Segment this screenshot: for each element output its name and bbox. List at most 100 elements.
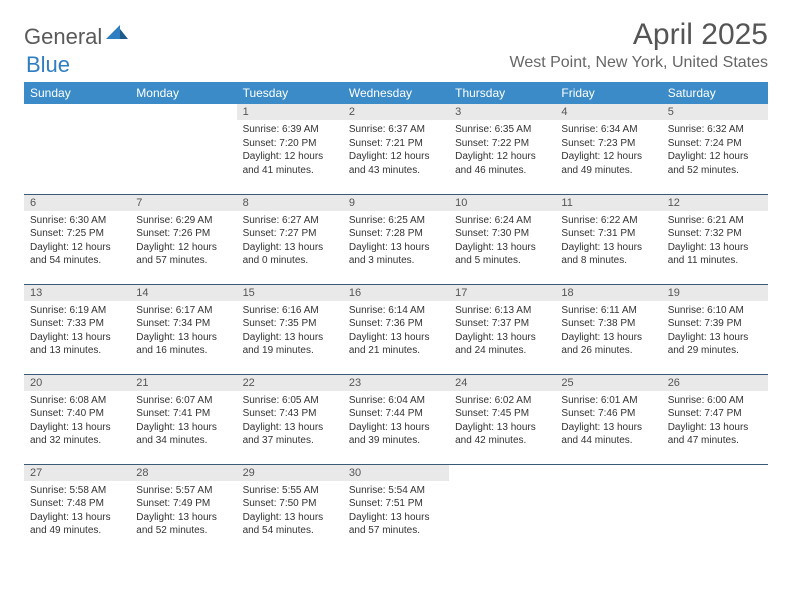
daylight-line: Daylight: 12 hours and 41 minutes. xyxy=(243,150,337,177)
calendar-day-cell: 18Sunrise: 6:11 AMSunset: 7:38 PMDayligh… xyxy=(555,284,661,374)
day-content: Sunrise: 6:13 AMSunset: 7:37 PMDaylight:… xyxy=(449,301,555,364)
calendar-day-cell: 30Sunrise: 5:54 AMSunset: 7:51 PMDayligh… xyxy=(343,464,449,554)
daylight-line: Daylight: 13 hours and 19 minutes. xyxy=(243,331,337,358)
sunset-line: Sunset: 7:51 PM xyxy=(349,497,443,511)
day-content: Sunrise: 6:22 AMSunset: 7:31 PMDaylight:… xyxy=(555,211,661,274)
brand-part2: Blue xyxy=(26,52,70,77)
calendar-day-cell: 14Sunrise: 6:17 AMSunset: 7:34 PMDayligh… xyxy=(130,284,236,374)
sunrise-line: Sunrise: 5:58 AM xyxy=(30,484,124,498)
sunrise-line: Sunrise: 6:25 AM xyxy=(349,214,443,228)
sunrise-line: Sunrise: 5:55 AM xyxy=(243,484,337,498)
calendar-day-cell: 23Sunrise: 6:04 AMSunset: 7:44 PMDayligh… xyxy=(343,374,449,464)
day-number: 8 xyxy=(237,195,343,211)
calendar-week-row: 20Sunrise: 6:08 AMSunset: 7:40 PMDayligh… xyxy=(24,374,768,464)
daylight-line: Daylight: 13 hours and 24 minutes. xyxy=(455,331,549,358)
day-number: 18 xyxy=(555,285,661,301)
sunrise-line: Sunrise: 6:10 AM xyxy=(668,304,762,318)
sunrise-line: Sunrise: 6:27 AM xyxy=(243,214,337,228)
day-content: Sunrise: 6:32 AMSunset: 7:24 PMDaylight:… xyxy=(662,120,768,183)
sunrise-line: Sunrise: 6:24 AM xyxy=(455,214,549,228)
calendar-day-cell: 4Sunrise: 6:34 AMSunset: 7:23 PMDaylight… xyxy=(555,104,661,194)
sunrise-line: Sunrise: 6:14 AM xyxy=(349,304,443,318)
day-number: 30 xyxy=(343,465,449,481)
calendar-week-row: 27 Sunrise: 5:58 AMSunset: 7:48 PM Dayligh… xyxy=(24,464,768,554)
calendar-day-cell xyxy=(449,464,555,554)
day-number: 28 xyxy=(130,465,236,481)
weekday-header: Sunday xyxy=(24,82,130,104)
sunset-line: Sunset: 7:27 PM xyxy=(243,227,337,241)
day-number: 5 xyxy=(662,104,768,120)
calendar-day-cell: 17Sunrise: 6:13 AMSunset: 7:37 PMDayligh… xyxy=(449,284,555,374)
sunset-line: Sunset: 7:46 PM xyxy=(561,407,655,421)
day-number: 12 xyxy=(662,195,768,211)
day-content: Sunrise: 6:01 AMSunset: 7:46 PMDaylight:… xyxy=(555,391,661,454)
daylight-line: Daylight: 13 hours and 57 minutes. xyxy=(349,511,443,538)
day-content: Sunrise: 6:11 AMSunset: 7:38 PMDaylight:… xyxy=(555,301,661,364)
day-content: Sunrise: 6:24 AMSunset: 7:30 PMDaylight:… xyxy=(449,211,555,274)
calendar-day-cell: 6Sunrise: 6:30 AMSunset: 7:25 PMDaylight… xyxy=(24,194,130,284)
day-content: Sunrise: 6:30 AMSunset: 7:25 PMDaylight:… xyxy=(24,211,130,274)
brand-logo: General xyxy=(24,24,128,50)
day-number: 23 xyxy=(343,375,449,391)
calendar-day-cell: 7Sunrise: 6:29 AMSunset: 7:26 PMDaylight… xyxy=(130,194,236,284)
day-content: Sunrise: 6:16 AMSunset: 7:35 PMDaylight:… xyxy=(237,301,343,364)
sunset-line: Sunset: 7:48 PM xyxy=(30,497,124,511)
daylight-line: Daylight: 13 hours and 52 minutes. xyxy=(136,511,230,538)
day-content: Sunrise: 6:07 AMSunset: 7:41 PMDaylight:… xyxy=(130,391,236,454)
daylight-line: Daylight: 12 hours and 54 minutes. xyxy=(30,241,124,268)
weekday-header: Monday xyxy=(130,82,236,104)
daylight-line: Daylight: 13 hours and 32 minutes. xyxy=(30,421,124,448)
calendar-day-cell xyxy=(555,464,661,554)
day-content: Sunrise: 6:34 AMSunset: 7:23 PMDaylight:… xyxy=(555,120,661,183)
daylight-line: Daylight: 13 hours and 39 minutes. xyxy=(349,421,443,448)
sunrise-line: Sunrise: 6:21 AM xyxy=(668,214,762,228)
calendar-day-cell xyxy=(130,104,236,194)
sunset-line: Sunset: 7:50 PM xyxy=(243,497,337,511)
daylight-line: Daylight: 13 hours and 13 minutes. xyxy=(30,331,124,358)
daylight-line: Daylight: 12 hours and 46 minutes. xyxy=(455,150,549,177)
day-content: Sunrise: 6:39 AMSunset: 7:20 PMDaylight:… xyxy=(237,120,343,183)
day-number: 27 xyxy=(24,465,130,481)
calendar-day-cell: 12 Sunrise: 6:21 AMSunset: 7:32 PMDayligh… xyxy=(662,194,768,284)
daylight-line: Daylight: 13 hours and 54 minutes. xyxy=(243,511,337,538)
sunset-line: Sunset: 7:31 PM xyxy=(561,227,655,241)
daylight-line: Daylight: 12 hours and 52 minutes. xyxy=(668,150,762,177)
calendar-day-cell: 24Sunrise: 6:02 AMSunset: 7:45 PMDayligh… xyxy=(449,374,555,464)
calendar-day-cell: 3Sunrise: 6:35 AMSunset: 7:22 PMDaylight… xyxy=(449,104,555,194)
calendar-day-cell: 11Sunrise: 6:22 AMSunset: 7:31 PMDayligh… xyxy=(555,194,661,284)
sunset-line: Sunset: 7:34 PM xyxy=(136,317,230,331)
calendar-body: 1Sunrise: 6:39 AMSunset: 7:20 PMDaylight… xyxy=(24,104,768,554)
day-number: 20 xyxy=(24,375,130,391)
brand-triangle-icon xyxy=(106,25,128,44)
month-title: April 2025 xyxy=(510,18,769,52)
calendar-day-cell: 15Sunrise: 6:16 AMSunset: 7:35 PMDayligh… xyxy=(237,284,343,374)
day-number: 19 xyxy=(662,285,768,301)
day-content: Sunrise: 6:10 AMSunset: 7:39 PMDaylight:… xyxy=(662,301,768,364)
day-content: Sunrise: 6:27 AMSunset: 7:27 PMDaylight:… xyxy=(237,211,343,274)
sunrise-line: Sunrise: 6:00 AM xyxy=(668,394,762,408)
day-content: Sunrise: 5:57 AMSunset: 7:49 PMDaylight:… xyxy=(130,481,236,544)
calendar-week-row: 13Sunrise: 6:19 AMSunset: 7:33 PMDayligh… xyxy=(24,284,768,374)
sunset-line: Sunset: 7:37 PM xyxy=(455,317,549,331)
sunrise-line: Sunrise: 6:17 AM xyxy=(136,304,230,318)
daylight-line: Daylight: 12 hours and 49 minutes. xyxy=(561,150,655,177)
calendar-day-cell: 21Sunrise: 6:07 AMSunset: 7:41 PMDayligh… xyxy=(130,374,236,464)
daylight-line: Daylight: 13 hours and 11 minutes. xyxy=(668,241,762,268)
sunrise-line: Sunrise: 6:30 AM xyxy=(30,214,124,228)
sunrise-line: Sunrise: 6:08 AM xyxy=(30,394,124,408)
calendar-table: SundayMondayTuesdayWednesdayThursdayFrid… xyxy=(24,82,768,554)
day-number: 4 xyxy=(555,104,661,120)
day-number: 13 xyxy=(24,285,130,301)
calendar-day-cell: 26Sunrise: 6:00 AMSunset: 7:47 PMDayligh… xyxy=(662,374,768,464)
daylight-line: Daylight: 13 hours and 8 minutes. xyxy=(561,241,655,268)
sunrise-line: Sunrise: 6:01 AM xyxy=(561,394,655,408)
day-number: 21 xyxy=(130,375,236,391)
sunrise-line: Sunrise: 6:39 AM xyxy=(243,123,337,137)
sunrise-line: Sunrise: 6:16 AM xyxy=(243,304,337,318)
day-content: Sunrise: 6:00 AMSunset: 7:47 PMDaylight:… xyxy=(662,391,768,454)
sunrise-line: Sunrise: 6:02 AM xyxy=(455,394,549,408)
sunrise-line: Sunrise: 6:11 AM xyxy=(561,304,655,318)
sunset-line: Sunset: 7:32 PM xyxy=(668,227,762,241)
sunrise-line: Sunrise: 6:07 AM xyxy=(136,394,230,408)
sunrise-line: Sunrise: 6:29 AM xyxy=(136,214,230,228)
